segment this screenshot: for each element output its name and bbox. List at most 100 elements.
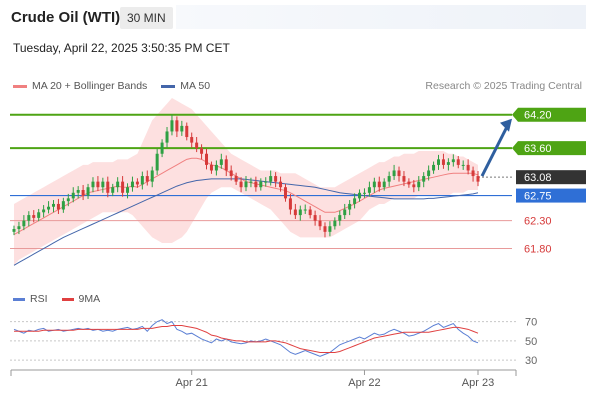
- candle-body: [264, 181, 268, 183]
- rsi-ma-swatch: [61, 297, 74, 301]
- candle: [205, 148, 209, 170]
- candle: [372, 177, 376, 193]
- candle-body: [456, 159, 460, 165]
- candle-body: [32, 215, 36, 218]
- projection-arrow-shaft: [480, 124, 510, 177]
- candle-body: [427, 170, 431, 177]
- candle-body: [402, 176, 406, 182]
- candle-body: [387, 176, 391, 182]
- candle-body: [412, 184, 416, 188]
- legend-ma50-label: MA 50: [180, 80, 211, 92]
- level-tag-62.30: 62.30: [524, 216, 552, 228]
- candle-body: [175, 120, 179, 132]
- candle: [101, 177, 105, 193]
- candle: [338, 210, 342, 226]
- candle-body: [446, 162, 450, 165]
- candle-body: [91, 181, 95, 188]
- candle: [308, 206, 312, 219]
- rsi-panel[interactable]: 70 50 30: [10, 317, 537, 368]
- credit-text: Research © 2025 Trading Central: [425, 80, 582, 92]
- candle-body: [224, 159, 228, 171]
- candle: [377, 176, 381, 192]
- candle: [145, 170, 149, 186]
- candle: [121, 176, 125, 197]
- candle: [170, 114, 174, 136]
- candle: [56, 198, 60, 214]
- candle: [397, 166, 401, 182]
- level-value: 62.30: [524, 216, 552, 228]
- candle-body: [140, 176, 144, 185]
- candle-body: [367, 187, 371, 193]
- candle: [348, 200, 352, 216]
- rsi-tick-label: 70: [525, 317, 537, 329]
- candle-body: [382, 181, 386, 188]
- candle-body: [372, 181, 376, 188]
- time-tick-label: Apr 22: [348, 377, 380, 389]
- candle-body: [437, 159, 441, 165]
- candle-body: [37, 212, 41, 218]
- projection-arrow-head: [500, 118, 512, 132]
- candle: [283, 183, 287, 202]
- candle-body: [343, 209, 347, 216]
- candle: [471, 166, 475, 182]
- candle: [27, 211, 31, 227]
- candle: [12, 225, 16, 236]
- candle: [466, 159, 470, 175]
- candle-body: [422, 176, 426, 182]
- candle-body: [259, 181, 263, 188]
- rsi-tick-label: 50: [525, 336, 537, 348]
- level-tag-62.75: 62.75: [516, 188, 586, 203]
- candle-body: [81, 190, 85, 196]
- candle: [323, 222, 327, 238]
- candle-body: [293, 209, 297, 216]
- timestamp: Tuesday, April 22, 2025 3:50:35 PM CET: [13, 41, 230, 55]
- candle: [432, 161, 436, 174]
- candle-body: [239, 181, 243, 188]
- time-tick-label: Apr 21: [175, 377, 207, 389]
- level-tag-63.60: 63.60: [512, 141, 586, 156]
- legend-rsi-label: RSI: [30, 293, 48, 305]
- candle-body: [86, 187, 90, 196]
- candle: [209, 161, 213, 174]
- candle-body: [209, 164, 213, 171]
- candle: [66, 193, 70, 207]
- level-value: 61.80: [524, 244, 552, 256]
- candle-body: [333, 220, 337, 227]
- rsi-ma-line: [14, 324, 479, 353]
- candle: [362, 188, 366, 198]
- candle: [446, 158, 450, 171]
- candle: [155, 148, 159, 175]
- candle-body: [279, 181, 283, 188]
- candle: [303, 204, 307, 214]
- candle-body: [441, 159, 445, 165]
- candle-body: [106, 181, 110, 193]
- candle-body: [214, 164, 218, 171]
- candle-body: [244, 181, 248, 188]
- candle-body: [328, 226, 332, 232]
- legend-rsi-ma-label: 9MA: [78, 293, 101, 305]
- candle: [42, 205, 46, 218]
- candle-body: [101, 181, 105, 188]
- candle: [116, 177, 120, 193]
- candle: [333, 217, 337, 230]
- level-tag-61.80: 61.80: [524, 244, 552, 256]
- candle-body: [71, 192, 75, 199]
- timeframe-badge[interactable]: 30 MIN: [120, 7, 173, 29]
- ma20-swatch: [13, 84, 27, 88]
- candle: [17, 221, 21, 235]
- price-panel[interactable]: 64.20 63.60 63.08 62.75 62.30 61.80: [10, 98, 586, 266]
- candle: [165, 126, 169, 148]
- candle-body: [338, 215, 342, 221]
- candle: [76, 186, 80, 199]
- candle: [427, 165, 431, 181]
- candle: [328, 221, 332, 237]
- candle: [200, 144, 204, 160]
- candle: [476, 171, 480, 187]
- candle: [130, 176, 134, 192]
- candle-body: [170, 120, 174, 132]
- candle-body: [219, 159, 223, 165]
- candle: [126, 183, 130, 199]
- candle-body: [190, 137, 194, 143]
- candle: [318, 215, 322, 231]
